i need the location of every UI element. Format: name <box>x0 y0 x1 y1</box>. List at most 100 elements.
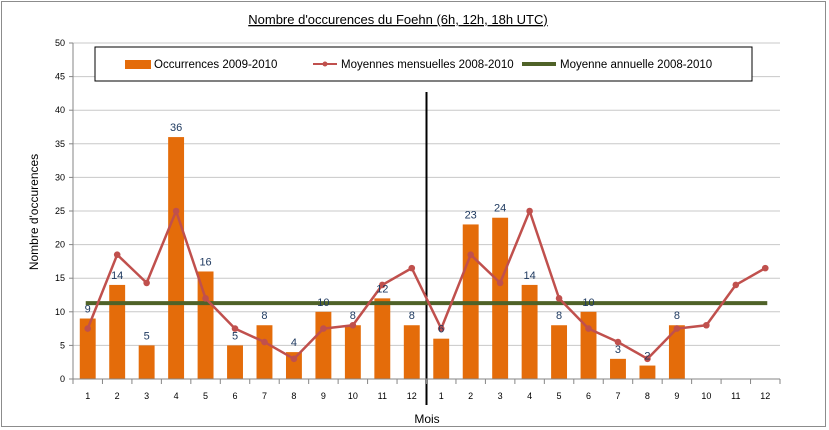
data-label: 8 <box>556 310 562 322</box>
x-tick-label: 2 <box>468 391 473 401</box>
data-label: 5 <box>144 330 150 342</box>
bar <box>315 311 332 379</box>
data-label: 5 <box>232 330 238 342</box>
x-axis-ticks: 1 2 3 4 5 6 7 8 9 10 11 12 1 2 3 4 5 6 7 8 9 10 11 12 <box>72 379 781 401</box>
x-tick-label: 8 <box>291 391 296 401</box>
x-tick-label: 11 <box>731 391 740 401</box>
x-tick-label: 4 <box>527 391 532 401</box>
line-point <box>467 251 474 258</box>
data-label: 8 <box>674 310 680 322</box>
bar <box>344 325 361 379</box>
x-tick-label: 12 <box>760 391 770 401</box>
legend: Occurrences 2009-2010 Moyennes mensuelle… <box>94 46 753 82</box>
y-tick-label: 0 <box>60 374 65 384</box>
x-tick-label: 6 <box>233 391 238 401</box>
bar <box>256 325 273 379</box>
data-label: 8 <box>261 310 267 322</box>
line-point <box>320 325 327 332</box>
bar <box>79 318 96 379</box>
bar <box>197 271 214 379</box>
data-label: 24 <box>494 203 506 215</box>
line-point <box>437 325 445 332</box>
data-label: 4 <box>291 337 297 349</box>
bar <box>374 298 391 379</box>
line-point <box>113 251 121 258</box>
bar <box>668 325 685 379</box>
bar <box>580 311 597 379</box>
x-tick-label: 12 <box>407 391 417 401</box>
line-point <box>349 321 357 329</box>
y-tick-label: 50 <box>55 38 65 48</box>
legend-label-bars: Occurrences 2009-2010 <box>154 59 277 71</box>
data-label: 36 <box>170 122 182 134</box>
x-tick-label: 1 <box>439 391 444 401</box>
y-tick-label: 5 <box>60 340 65 350</box>
y-tick-label: 10 <box>55 307 65 317</box>
x-tick-label: 5 <box>557 391 562 401</box>
line-point <box>761 264 769 272</box>
data-label: 14 <box>523 270 535 282</box>
legend-swatch-bars <box>125 60 151 69</box>
data-label: 6 <box>438 324 444 336</box>
line-point <box>202 295 209 302</box>
line-point <box>585 325 592 332</box>
line-point <box>408 264 416 272</box>
line-point <box>555 295 563 302</box>
x-tick-label: 3 <box>498 391 503 401</box>
line-point <box>732 281 740 289</box>
line-point <box>673 325 681 332</box>
x-tick-label: 7 <box>262 391 267 401</box>
data-label: 8 <box>350 310 356 322</box>
data-label: 9 <box>85 304 91 316</box>
data-label: 23 <box>465 209 477 221</box>
bar <box>639 365 656 379</box>
x-tick-label: 10 <box>701 391 711 401</box>
bar <box>610 358 626 379</box>
y-tick-label: 30 <box>55 172 65 182</box>
bar <box>433 338 450 379</box>
y-axis-ticks: 0 5 10 15 20 25 30 35 40 45 50 <box>55 38 73 384</box>
x-tick-label: 1 <box>85 391 90 401</box>
bar <box>403 325 420 379</box>
x-tick-label: 7 <box>615 391 620 401</box>
line-point <box>614 338 622 346</box>
x-tick-label: 5 <box>203 391 208 401</box>
bar <box>168 137 185 379</box>
x-tick-label: 10 <box>348 391 358 401</box>
legend-label-line: Moyennes mensuelles 2008-2010 <box>341 59 514 71</box>
data-label: 14 <box>111 270 123 282</box>
data-label: 10 <box>582 297 594 309</box>
x-tick-label: 3 <box>144 391 149 401</box>
line-point <box>526 207 533 215</box>
data-label: 8 <box>409 310 415 322</box>
y-tick-label: 15 <box>55 273 65 283</box>
data-label: 3 <box>615 344 621 356</box>
line-point <box>290 355 298 363</box>
line-series <box>84 207 769 363</box>
data-labels: 9 14 5 36 16 5 8 4 10 8 12 8 6 23 24 14 8 10 3 2 8 <box>85 122 680 362</box>
y-tick-label: 45 <box>55 72 65 82</box>
x-tick-label: 6 <box>586 391 591 401</box>
x-tick-label: 11 <box>378 391 387 401</box>
x-axis-title: Mois <box>414 412 439 426</box>
data-label: 10 <box>317 297 329 309</box>
data-label: 16 <box>199 256 211 268</box>
x-tick-label: 9 <box>321 391 326 401</box>
bar <box>138 345 155 379</box>
x-tick-label: 8 <box>645 391 650 401</box>
line-path <box>86 209 766 361</box>
legend-box <box>94 46 753 82</box>
data-label: 2 <box>644 351 650 363</box>
legend-label-average: Moyenne annuelle 2008-2010 <box>560 59 712 71</box>
x-tick-label: 9 <box>674 391 679 401</box>
bar <box>521 284 538 379</box>
y-tick-label: 20 <box>55 240 65 250</box>
bar <box>227 345 243 379</box>
line-point <box>84 325 92 332</box>
bar <box>285 352 302 379</box>
data-label: 12 <box>376 283 388 295</box>
x-tick-label: 4 <box>174 391 179 401</box>
line-point <box>261 338 268 346</box>
legend-swatch-marker <box>322 61 328 67</box>
